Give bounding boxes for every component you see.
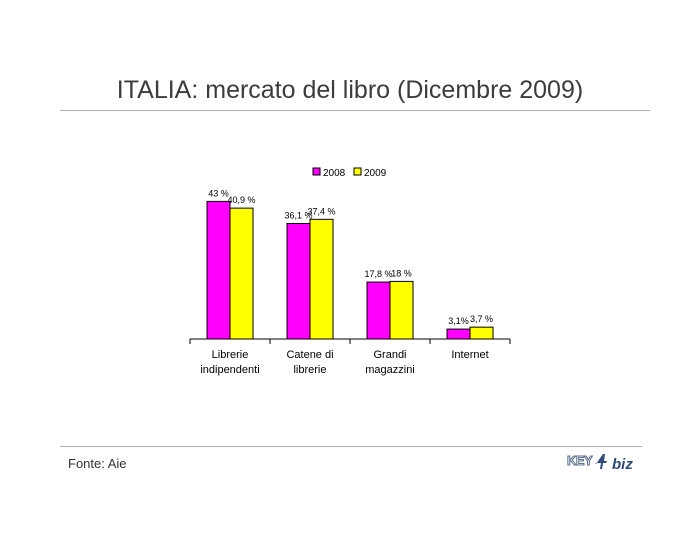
logo-biz-text: biz	[612, 456, 633, 473]
data-label-2009-0: 40,9 %	[227, 195, 255, 205]
bar-2009-1	[309, 218, 334, 340]
chart-title: ITALIA: mercato del libro (Dicembre 2009…	[116, 76, 584, 104]
legend-swatch-2008	[312, 167, 321, 176]
x-tick-label-1: Catene di librerie	[286, 349, 333, 376]
data-label-2008-3: 3,1%	[448, 316, 469, 326]
data-label-2008-1: 36,1 %	[284, 210, 312, 220]
x-tick-label-2: Grandi magazzini	[365, 349, 415, 376]
data-label-2009-3: 3,7 %	[470, 314, 493, 324]
bar-2008-3	[446, 328, 471, 340]
key4biz-logo: KEY biz	[567, 453, 634, 474]
bar-2009-0	[229, 207, 254, 340]
bar-2009-2	[389, 280, 414, 340]
footer-divider	[60, 446, 642, 447]
data-label-2008-2: 17,8 %	[364, 269, 392, 279]
chart-legend: 2008 2009	[312, 167, 387, 179]
data-labels-group: 43 %40,9 % 36,1 %37,4 % 17,8 %18 % 3,1% 3,7 …	[208, 188, 493, 326]
bars-group	[206, 200, 494, 340]
data-label-2009-2: 18 %	[391, 268, 412, 278]
legend-label-2008: 2008	[323, 168, 346, 179]
bar-2008-0	[206, 200, 231, 340]
bar-2009-3	[469, 326, 494, 340]
x-axis: Librerie indipendenti Catene di librerie Gra…	[189, 338, 511, 376]
x-tick-label-3: Internet	[451, 349, 488, 361]
bar-2008-1	[286, 222, 311, 340]
data-label-2008-0: 43 %	[208, 188, 229, 198]
bar-2008-2	[366, 281, 391, 340]
legend-swatch-2009	[353, 167, 362, 176]
source-note: Fonte: Aie	[68, 456, 127, 471]
data-label-2009-1: 37,4 %	[307, 206, 335, 216]
x-tick-label-0: Librerie indipendenti	[200, 349, 259, 376]
logo-four-mark	[595, 454, 607, 469]
logo-key-text: KEY	[567, 453, 593, 468]
title-divider	[60, 110, 650, 111]
legend-label-2009: 2009	[364, 168, 387, 179]
